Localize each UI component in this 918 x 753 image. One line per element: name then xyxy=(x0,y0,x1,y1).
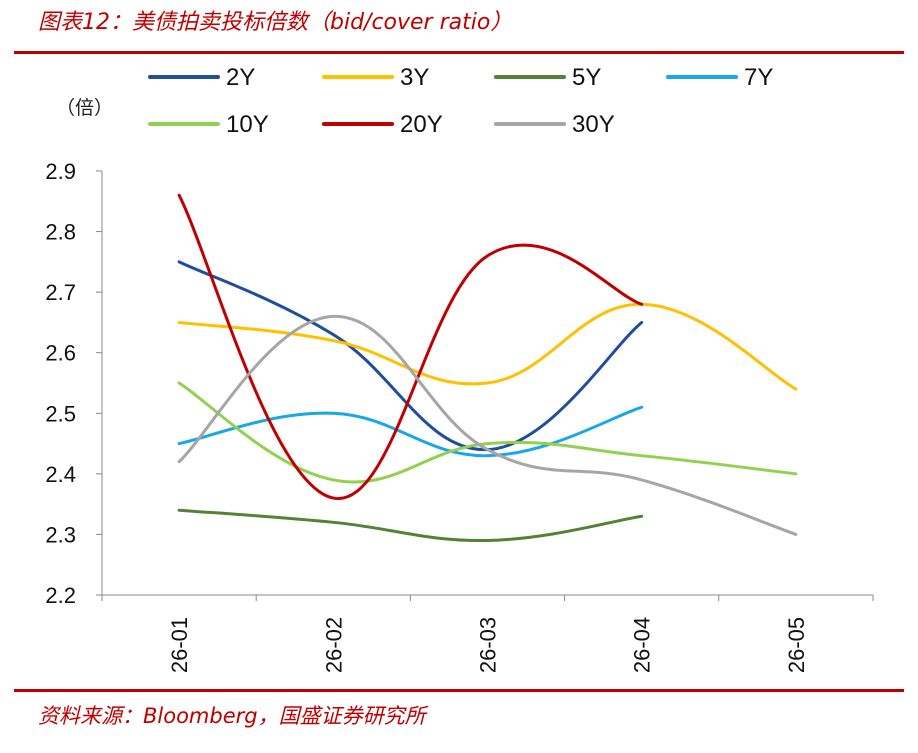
y-tick-label: 2.3 xyxy=(45,522,76,547)
title-rule xyxy=(14,51,904,54)
legend-label: 20Y xyxy=(400,111,443,138)
legend-item-10y: 10Y xyxy=(148,111,269,138)
y-tick-label: 2.8 xyxy=(45,220,76,245)
series-line-2y xyxy=(177,260,644,452)
y-tick-label: 2.7 xyxy=(45,280,76,305)
legend-label: 5Y xyxy=(572,64,601,91)
legend-item-5y: 5Y xyxy=(494,64,601,91)
legend-item-30y: 30Y xyxy=(494,111,615,138)
x-tick-label: 26-05 xyxy=(784,617,809,673)
legend-label: 2Y xyxy=(226,64,255,91)
chart-title: 图表12：美债拍卖投标倍数（bid/cover ratio） xyxy=(38,10,513,35)
series-line-10y xyxy=(177,381,798,484)
series-line-30y xyxy=(177,314,798,536)
y-tick-label: 2.4 xyxy=(45,462,76,487)
y-tick-label: 2.9 xyxy=(45,159,76,184)
y-tick-label: 2.6 xyxy=(45,341,76,366)
legend: 2Y 3Y 5Y 7Y 10Y 20Y 30Y xyxy=(148,64,773,138)
series-line-3y xyxy=(177,302,798,391)
x-tick-label: 26-04 xyxy=(630,617,655,673)
series-line-20y xyxy=(177,193,644,500)
x-tick-label: 26-03 xyxy=(476,617,501,673)
axes: 2.9 2.8 2.7 2.6 2.5 2.4 2.3 2.2 26-01 26-02 26-03 2… xyxy=(45,159,874,673)
series-line-7y xyxy=(177,405,644,458)
series-lines xyxy=(177,193,798,543)
source-note: 资料来源：Bloomberg，国盛证券研究所 xyxy=(38,704,426,728)
legend-item-7y: 7Y xyxy=(666,64,773,91)
legend-label: 30Y xyxy=(572,111,615,138)
source-rule xyxy=(14,689,904,692)
x-tick-label: 26-02 xyxy=(321,617,346,673)
legend-label: 10Y xyxy=(226,111,269,138)
legend-item-3y: 3Y xyxy=(322,64,429,91)
legend-item-20y: 20Y xyxy=(322,111,443,138)
y-axis-unit-label: （倍） xyxy=(56,97,114,119)
x-tick-label: 26-01 xyxy=(167,617,192,673)
legend-label: 3Y xyxy=(400,64,429,91)
y-tick-label: 2.5 xyxy=(45,401,76,426)
y-tick-label: 2.2 xyxy=(45,583,76,608)
legend-item-2y: 2Y xyxy=(148,64,255,91)
series-line-5y xyxy=(177,508,644,543)
legend-label: 7Y xyxy=(744,64,773,91)
